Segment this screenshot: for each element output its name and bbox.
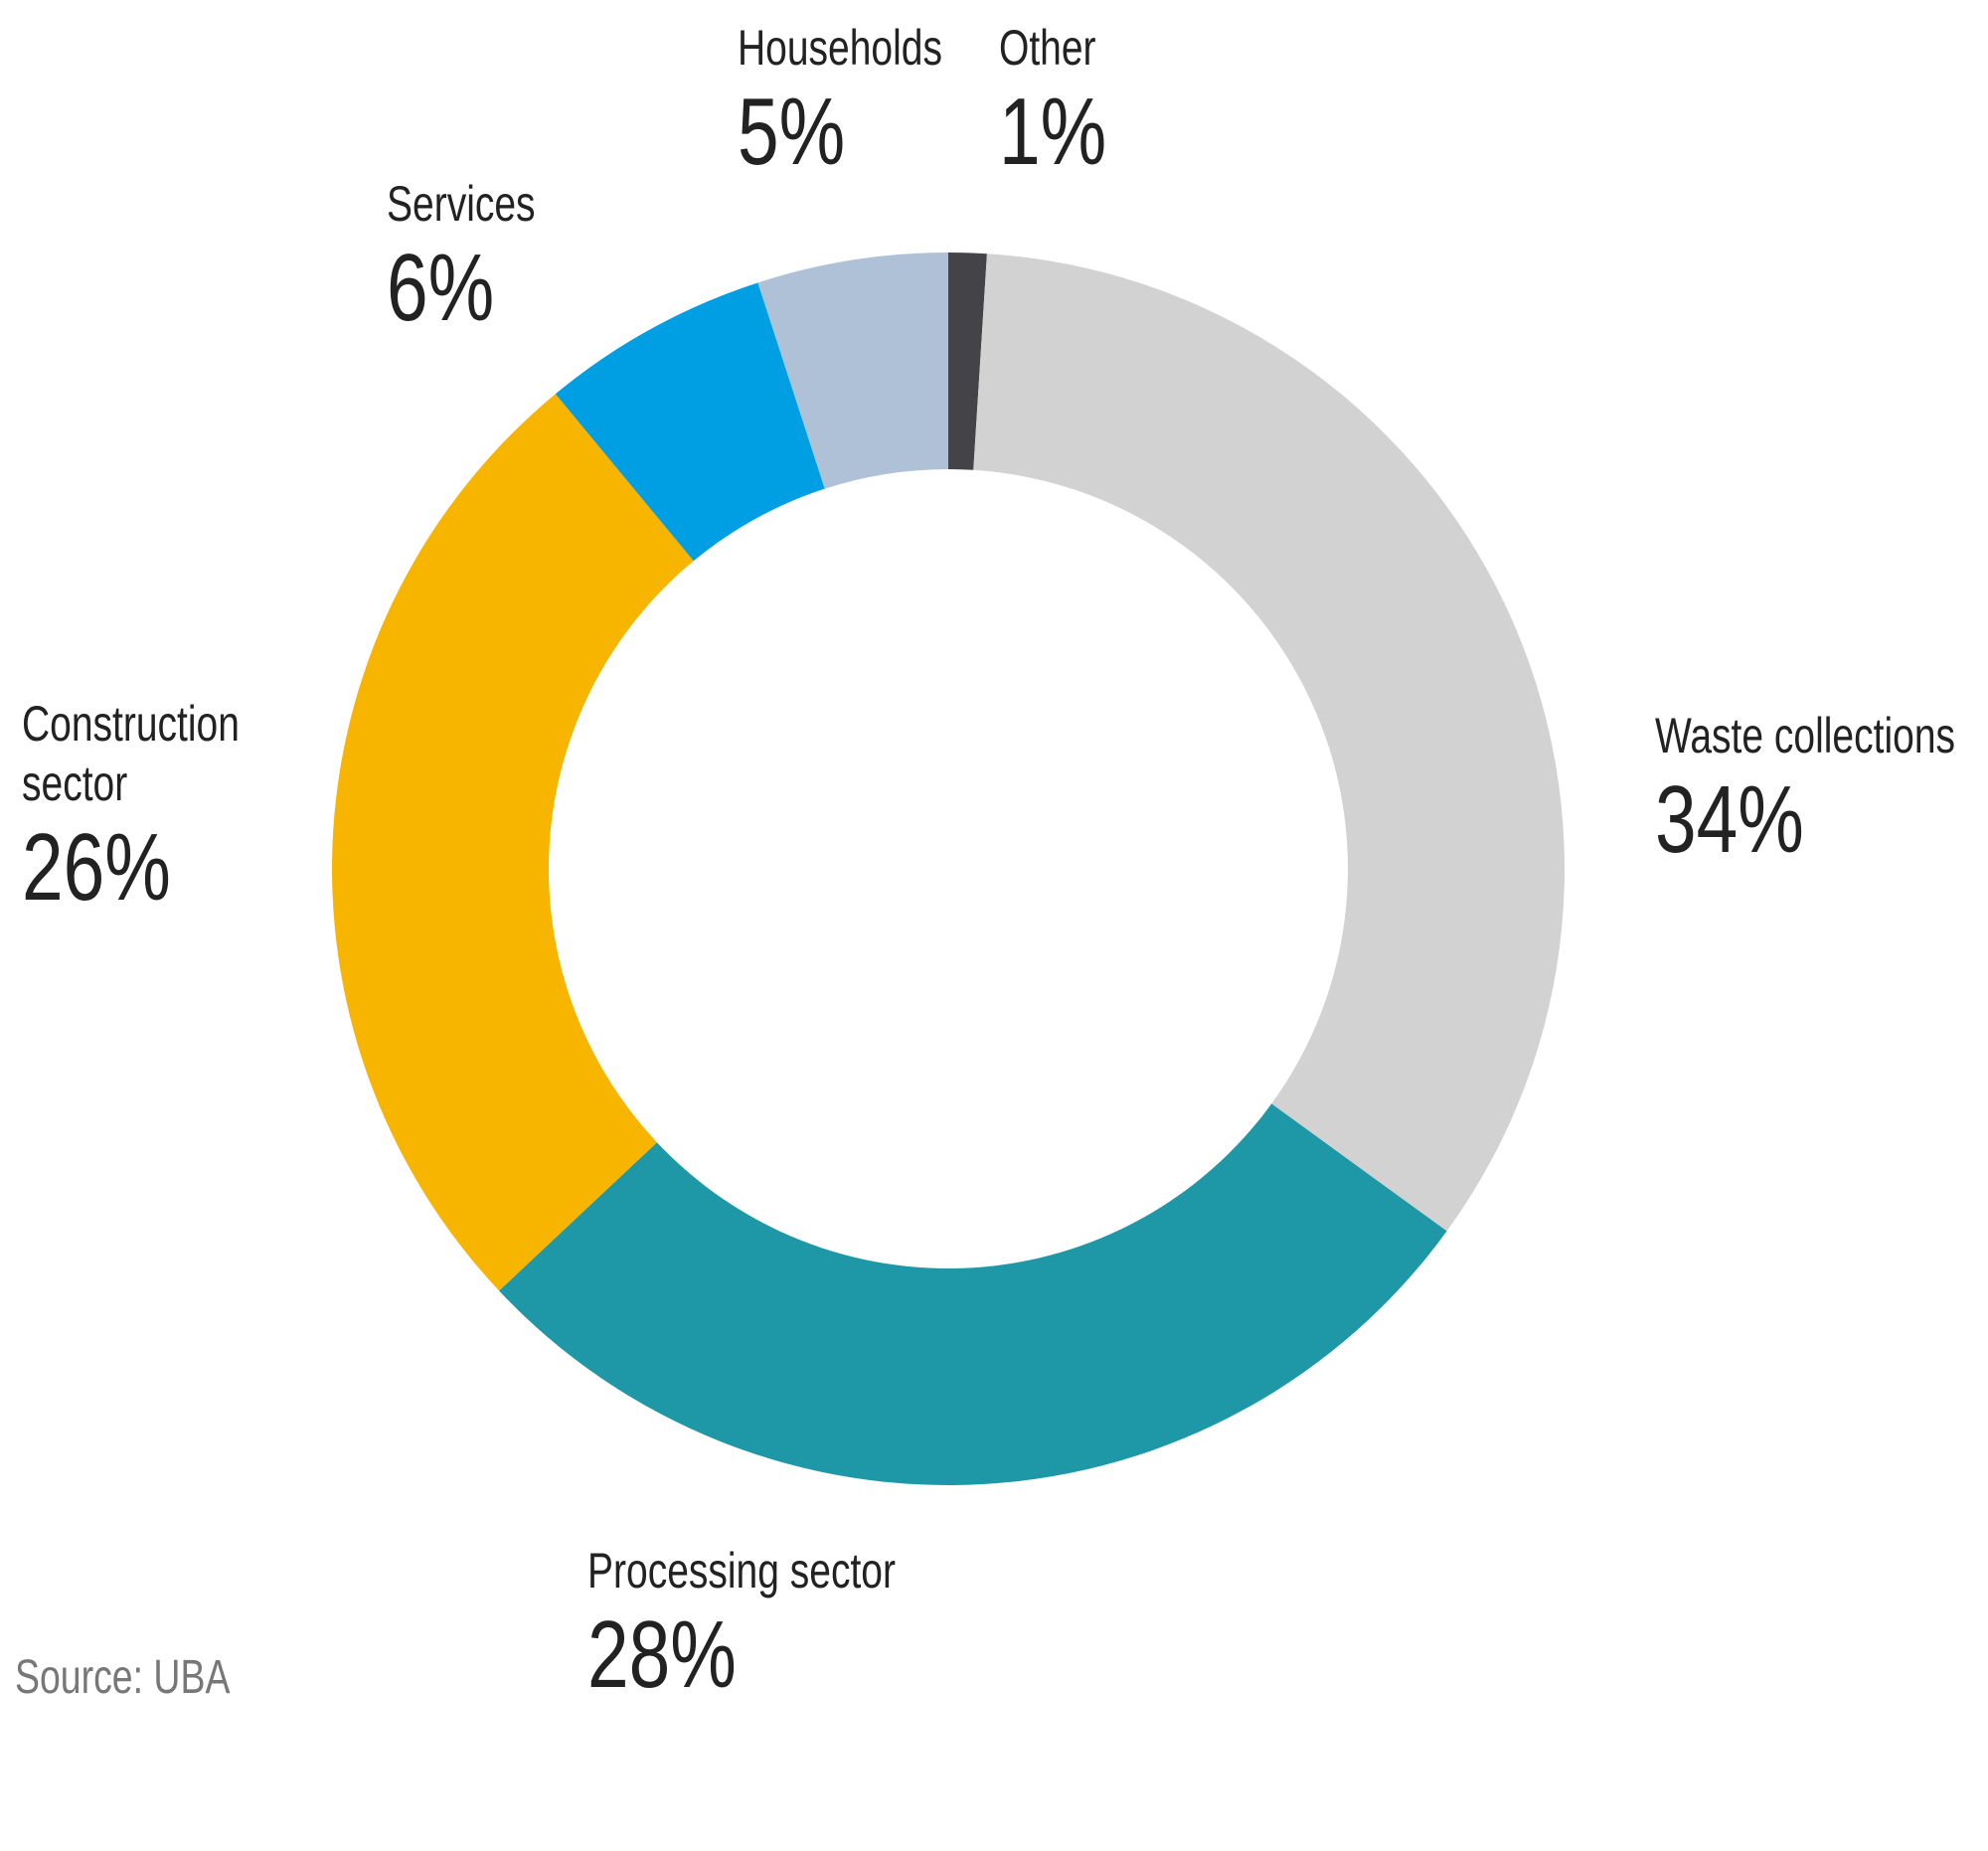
donut-segment (499, 1103, 1447, 1485)
category-name: Processing sector (587, 1543, 896, 1599)
value-label: 28% (587, 1601, 737, 1708)
donut-segment (948, 252, 987, 470)
source-note: Source: UBA (15, 1651, 231, 1704)
value-label: 6% (387, 235, 495, 341)
segment-label: Services 6% (387, 174, 536, 343)
segment-label: Construction sector 26% (22, 694, 240, 923)
category-name: Waste collections (1655, 708, 1956, 763)
segment-label: Waste collections 34% (1655, 706, 1955, 875)
category-name: Services (387, 176, 536, 232)
segment-label: Households 5% (738, 18, 942, 187)
value-label: 5% (738, 79, 846, 185)
category-name: Other (999, 20, 1096, 76)
donut-segment (331, 394, 694, 1291)
value-label: 34% (1655, 766, 1804, 873)
category-name: Construction sector (22, 696, 240, 811)
value-label: 26% (22, 814, 171, 921)
donut-segment (555, 282, 825, 562)
category-name: Households (738, 20, 942, 76)
donut-segment (973, 253, 1565, 1232)
value-label: 1% (999, 79, 1107, 185)
segment-label: Other 1% (999, 18, 1106, 187)
segment-label: Processing sector 28% (587, 1541, 896, 1710)
donut-segment (757, 252, 948, 489)
